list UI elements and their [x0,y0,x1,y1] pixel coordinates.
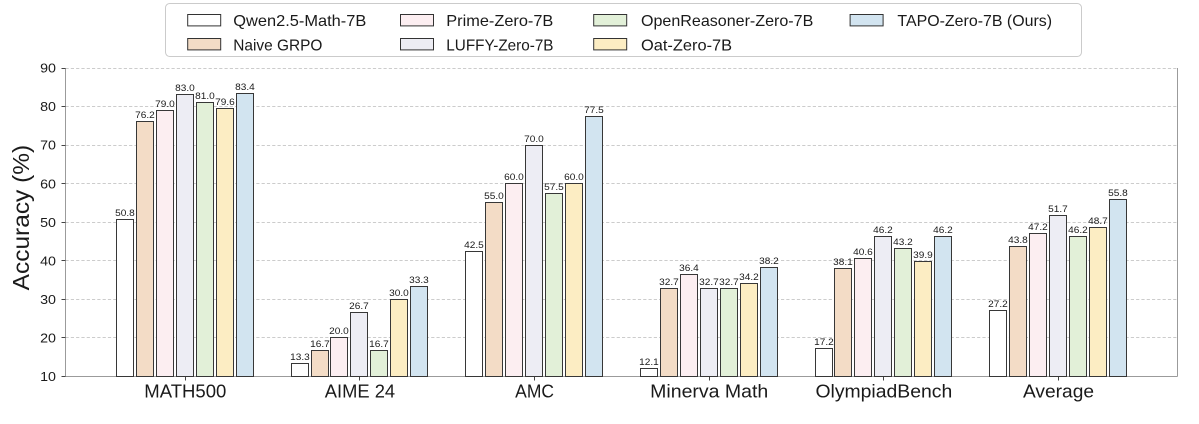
svg-text:34.2: 34.2 [739,272,759,282]
svg-text:43.8: 43.8 [1008,235,1028,245]
svg-text:13.3: 13.3 [290,352,310,362]
svg-text:81.0: 81.0 [195,91,215,101]
svg-text:AMC: AMC [515,381,554,402]
svg-text:20: 20 [40,331,56,346]
svg-text:60.0: 60.0 [504,172,524,182]
svg-text:80: 80 [40,99,56,114]
svg-text:27.2: 27.2 [988,299,1008,309]
svg-text:90: 90 [40,61,56,76]
svg-text:46.2: 46.2 [933,225,953,235]
svg-text:83.0: 83.0 [175,83,195,93]
svg-text:39.9: 39.9 [913,250,933,260]
svg-text:30.0: 30.0 [389,288,409,298]
svg-text:Minerva Math: Minerva Math [650,381,768,402]
svg-text:60.0: 60.0 [564,172,584,182]
svg-text:32.7: 32.7 [719,277,739,287]
svg-text:70: 70 [40,138,56,153]
svg-text:32.7: 32.7 [659,277,679,287]
svg-text:83.4: 83.4 [235,82,255,92]
svg-text:55.0: 55.0 [484,191,504,201]
svg-text:LUFFY-Zero-7B: LUFFY-Zero-7B [446,37,553,54]
svg-text:57.5: 57.5 [544,182,564,192]
svg-text:42.5: 42.5 [464,240,484,250]
svg-text:32.7: 32.7 [699,277,719,287]
svg-text:17.2: 17.2 [814,337,834,347]
svg-text:Naive GRPO: Naive GRPO [233,37,322,54]
svg-text:60: 60 [40,176,56,191]
svg-text:MATH500: MATH500 [144,381,226,402]
svg-text:51.7: 51.7 [1048,204,1068,214]
svg-text:40.6: 40.6 [853,247,873,257]
svg-text:79.6: 79.6 [215,97,235,107]
svg-text:OlympiadBench: OlympiadBench [815,381,952,402]
svg-text:16.7: 16.7 [310,339,330,349]
svg-text:48.7: 48.7 [1088,216,1108,226]
svg-text:36.4: 36.4 [679,263,699,273]
svg-text:30: 30 [40,292,56,307]
svg-text:10: 10 [40,369,56,384]
svg-text:38.2: 38.2 [759,256,779,266]
svg-text:55.8: 55.8 [1108,188,1128,198]
svg-text:AIME 24: AIME 24 [325,381,395,402]
svg-text:79.0: 79.0 [155,99,175,109]
svg-text:20.0: 20.0 [329,326,349,336]
svg-text:40: 40 [40,253,56,268]
svg-text:26.7: 26.7 [349,301,369,311]
svg-text:16.7: 16.7 [369,339,389,349]
svg-text:33.3: 33.3 [409,275,429,285]
svg-text:76.2: 76.2 [135,110,155,120]
svg-text:Qwen2.5-Math-7B: Qwen2.5-Math-7B [233,13,366,30]
svg-text:77.5: 77.5 [584,105,604,115]
svg-text:Prime-Zero-7B: Prime-Zero-7B [446,13,553,30]
svg-text:47.2: 47.2 [1028,222,1048,232]
svg-text:43.2: 43.2 [893,237,913,247]
svg-text:46.2: 46.2 [873,225,893,235]
svg-text:Accuracy (%): Accuracy (%) [8,145,34,291]
svg-text:TAPO-Zero-7B (Ours): TAPO-Zero-7B (Ours) [897,13,1052,30]
svg-text:OpenReasoner-Zero-7B: OpenReasoner-Zero-7B [641,13,813,30]
svg-text:Oat-Zero-7B: Oat-Zero-7B [641,37,732,54]
svg-text:50.8: 50.8 [115,208,135,218]
svg-text:12.1: 12.1 [639,357,659,367]
svg-text:Average: Average [1023,381,1094,402]
svg-text:46.2: 46.2 [1068,225,1088,235]
svg-text:70.0: 70.0 [524,134,544,144]
svg-text:50: 50 [40,215,56,230]
svg-text:38.1: 38.1 [833,257,853,267]
